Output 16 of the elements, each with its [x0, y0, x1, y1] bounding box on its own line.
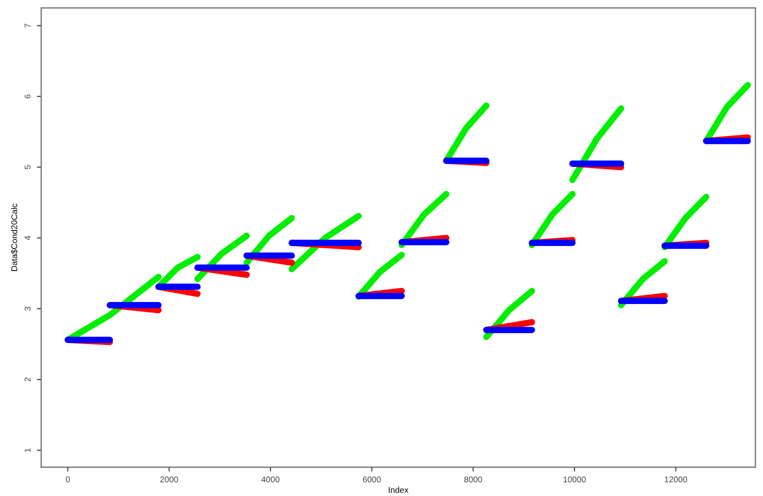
x-tick-label: 4000 [261, 476, 280, 482]
y-tick-label: 6 [24, 94, 31, 98]
y-tick-label: 3 [24, 306, 31, 311]
x-tick-label: 8000 [464, 476, 482, 482]
x-tick-label: 6000 [362, 476, 381, 482]
x-tick-label: 12000 [664, 476, 688, 482]
x-tick-label: 0 [66, 476, 70, 482]
y-axis-title: Data$Cond20Calc [10, 204, 18, 271]
y-tick-label: 7 [24, 24, 30, 28]
y-tick-label: 1 [24, 448, 30, 452]
y-tick-label: 4 [24, 236, 30, 240]
y-tick-label: 2 [24, 378, 30, 382]
x-axis-title: Index [388, 486, 408, 493]
y-tick-label: 5 [24, 165, 31, 170]
x-tick-label: 10000 [564, 476, 586, 482]
x-tick-label: 2000 [160, 476, 178, 482]
